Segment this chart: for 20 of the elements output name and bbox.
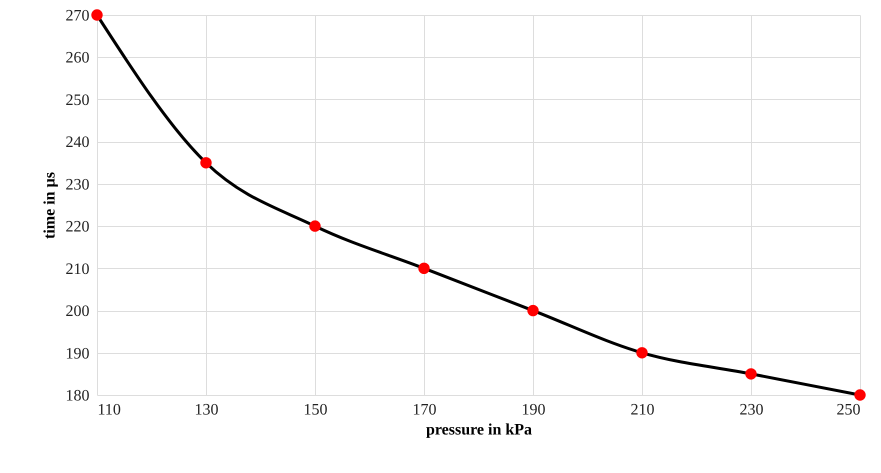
x-axis-title: pressure in kPa: [426, 422, 532, 438]
y-tick-label: 210: [66, 260, 90, 278]
y-tick-label: 260: [66, 50, 90, 67]
x-tick-label: 210: [630, 402, 654, 418]
y-tick-label: 230: [66, 176, 90, 194]
x-tick-label: 170: [412, 402, 436, 418]
x-tick-label: 130: [194, 402, 218, 418]
y-tick-label: 270: [66, 8, 90, 24]
y-tick-label: 220: [66, 218, 90, 236]
y-tick-label: 180: [66, 388, 90, 404]
x-tick-label: 230: [740, 402, 764, 418]
y-tick-label: 240: [66, 134, 90, 152]
x-tick-label: 250: [836, 402, 860, 418]
x-tick-label: 190: [522, 402, 546, 418]
y-tick-label: 190: [66, 345, 90, 362]
x-tick-label: 150: [304, 402, 328, 418]
y-tick-label: 250: [66, 92, 90, 109]
y-axis-title: time in µs: [42, 172, 58, 239]
y-tick-label: 200: [66, 303, 90, 320]
x-tick-label: 110: [98, 402, 121, 418]
